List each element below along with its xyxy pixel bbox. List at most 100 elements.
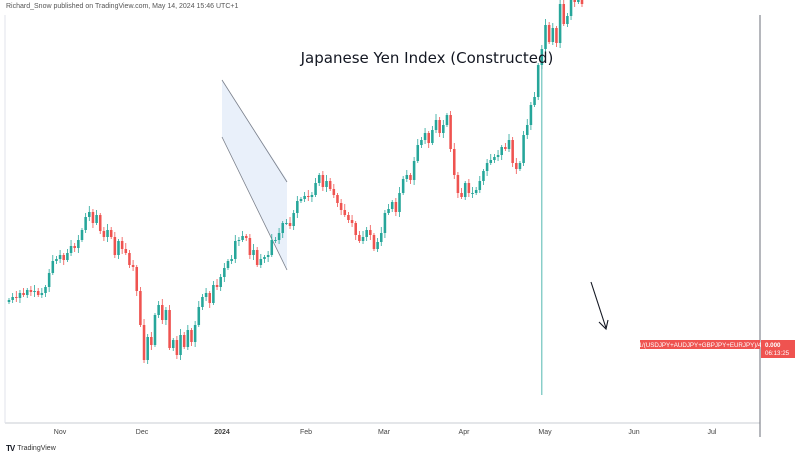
candle-body — [204, 293, 208, 297]
candle-body — [292, 213, 295, 226]
countdown-label: 06:13:25 — [765, 350, 790, 357]
channel-fill — [222, 80, 287, 270]
candle-body — [493, 157, 496, 160]
candle-body — [405, 175, 409, 179]
candle-body — [226, 261, 230, 268]
candle-body — [504, 147, 507, 149]
publisher-header: Richard_Snow published on TradingView.co… — [6, 3, 239, 10]
candle-body — [383, 213, 387, 233]
candle-body — [153, 315, 157, 345]
candle-body — [390, 202, 394, 209]
candle-body — [434, 120, 438, 130]
candle-body — [496, 155, 500, 157]
candle-body — [445, 115, 449, 125]
candle-body — [33, 291, 36, 292]
candle-body — [109, 230, 113, 237]
candle-body — [449, 115, 452, 149]
candle-body — [84, 217, 87, 230]
candle-body — [197, 307, 201, 325]
candle-body — [394, 202, 398, 212]
candle-body — [558, 4, 562, 43]
candle-body — [372, 235, 376, 249]
candle-body — [55, 259, 58, 261]
candle-body — [580, 0, 584, 4]
candlestick-series — [7, 0, 584, 395]
candle-body — [522, 135, 525, 163]
candle-body — [44, 287, 47, 293]
candle-body — [365, 230, 368, 237]
candle-body — [15, 297, 18, 298]
candle-body — [398, 193, 401, 212]
candle-body — [321, 175, 325, 187]
candle-body — [135, 267, 139, 291]
candle-body — [266, 255, 270, 257]
candle-body — [544, 25, 547, 49]
candle-body — [95, 215, 98, 223]
candle-body — [146, 337, 149, 360]
candle-body — [255, 250, 259, 265]
candle-body — [288, 223, 292, 226]
candle-body — [489, 160, 493, 163]
candle-body — [332, 189, 336, 195]
candle-body — [106, 230, 109, 237]
x-tick-label: Jul — [708, 429, 717, 436]
candle-body — [230, 259, 233, 261]
x-tick-label: Apr — [459, 429, 471, 436]
candle-body — [547, 25, 551, 42]
candle-body — [358, 235, 361, 241]
candle-body — [237, 240, 241, 241]
candle-body — [518, 163, 522, 169]
candle-body — [336, 195, 339, 203]
price-label-box — [761, 340, 795, 358]
candle-body — [281, 223, 285, 233]
candle-body — [175, 340, 179, 355]
candle-body — [536, 65, 540, 97]
candle-body — [215, 285, 219, 287]
candle-body — [416, 145, 420, 161]
candle-body — [182, 335, 186, 347]
down-arrow-annotation — [590, 281, 609, 331]
candle-body — [25, 290, 29, 295]
candle-body — [274, 240, 277, 241]
candle-body — [124, 249, 128, 253]
candle-body — [285, 223, 288, 224]
candle-body — [117, 241, 120, 255]
candle-body — [485, 163, 489, 171]
candle-body — [325, 181, 328, 187]
candle-body — [420, 140, 423, 145]
channel-lower-line — [221, 136, 288, 271]
candle-body — [252, 250, 255, 255]
candle-body — [478, 181, 482, 190]
candle-body — [47, 273, 51, 287]
candle-body — [18, 293, 22, 298]
x-tick-label: Nov — [54, 429, 67, 436]
candle-body — [423, 133, 427, 140]
candle-body — [409, 175, 412, 180]
candle-body — [376, 242, 379, 249]
x-tick-label: Feb — [300, 429, 312, 436]
chart-title: Japanese Yen Index (Constructed) — [300, 49, 554, 67]
candle-body — [73, 246, 76, 248]
candle-body — [412, 161, 416, 180]
candle-body — [120, 241, 124, 249]
candle-body — [270, 240, 274, 255]
candle-body — [452, 149, 456, 175]
candle-body — [354, 223, 357, 235]
candle-body — [303, 196, 306, 199]
candle-body — [161, 305, 164, 320]
candle-body — [241, 236, 244, 240]
candle-body — [29, 290, 33, 292]
candle-body — [401, 179, 405, 193]
candle-body — [369, 230, 372, 235]
candle-body — [299, 199, 303, 201]
candle-body — [507, 140, 511, 149]
candle-body — [306, 196, 310, 197]
candle-body — [190, 330, 193, 342]
candle-body — [212, 285, 215, 303]
tradingview-brand[interactable]: TV TradingView — [6, 444, 56, 453]
candle-body — [98, 215, 102, 231]
candle-body — [88, 212, 91, 217]
candle-body — [22, 293, 25, 295]
candle-body — [131, 265, 135, 267]
